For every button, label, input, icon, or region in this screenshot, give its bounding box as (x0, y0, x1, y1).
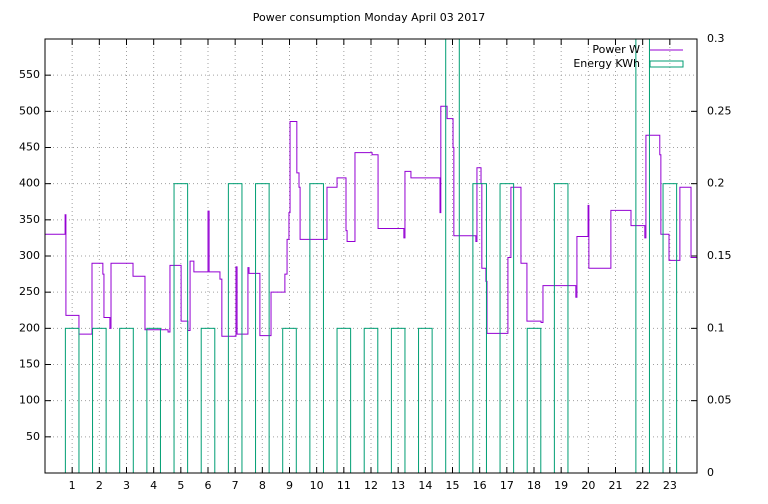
x-tick-label: 15 (446, 479, 460, 492)
x-tick-label: 3 (123, 479, 130, 492)
y2-tick-label: 0.1 (707, 321, 725, 334)
y2-tick-label: 0 (707, 466, 714, 479)
y-tick-label: 350 (19, 213, 40, 226)
plot-border (44, 38, 698, 474)
chart-title: Power consumption Monday April 03 2017 (253, 11, 486, 24)
y-tick-label: 50 (26, 430, 40, 443)
x-tick-label: 10 (310, 479, 324, 492)
legend-label: Power W (592, 43, 640, 56)
x-tick-label: 14 (418, 479, 432, 492)
x-tick-label: 11 (337, 479, 351, 492)
x-tick-label: 13 (391, 479, 405, 492)
y2-tick-label: 0.05 (707, 394, 732, 407)
x-tick-label: 4 (150, 479, 157, 492)
y2-tick-label: 0.2 (707, 177, 725, 190)
y-tick-label: 550 (19, 68, 40, 81)
x-tick-label: 5 (177, 479, 184, 492)
x-tick-label: 16 (473, 479, 487, 492)
x-tick-label: 2 (96, 479, 103, 492)
legend-label: Energy KWh (573, 57, 640, 70)
y2-tick-label: 0.25 (707, 104, 732, 117)
y-tick-label: 300 (19, 249, 40, 262)
x-tick-label: 18 (527, 479, 541, 492)
y-tick-label: 200 (19, 321, 40, 334)
y-tick-label: 500 (19, 104, 40, 117)
x-tick-label: 8 (259, 479, 266, 492)
y2-tick-label: 0.15 (707, 249, 732, 262)
x-tick-label: 20 (581, 479, 595, 492)
y2-tick-label: 0.3 (707, 32, 725, 45)
legend-swatch (649, 60, 684, 68)
y-tick-label: 450 (19, 141, 40, 154)
power-line (45, 105, 697, 337)
x-tick-label: 17 (500, 479, 514, 492)
x-tick-label: 22 (636, 479, 650, 492)
x-tick-label: 6 (205, 479, 212, 492)
y-tick-label: 100 (19, 394, 40, 407)
x-tick-label: 1 (69, 479, 76, 492)
x-tick-label: 23 (663, 479, 677, 492)
y-tick-label: 400 (19, 177, 40, 190)
x-tick-label: 21 (609, 479, 623, 492)
x-tick-label: 7 (232, 479, 239, 492)
x-tick-label: 12 (364, 479, 378, 492)
y-tick-label: 250 (19, 285, 40, 298)
x-tick-label: 9 (286, 479, 293, 492)
y-tick-label: 150 (19, 358, 40, 371)
x-tick-label: 19 (554, 479, 568, 492)
